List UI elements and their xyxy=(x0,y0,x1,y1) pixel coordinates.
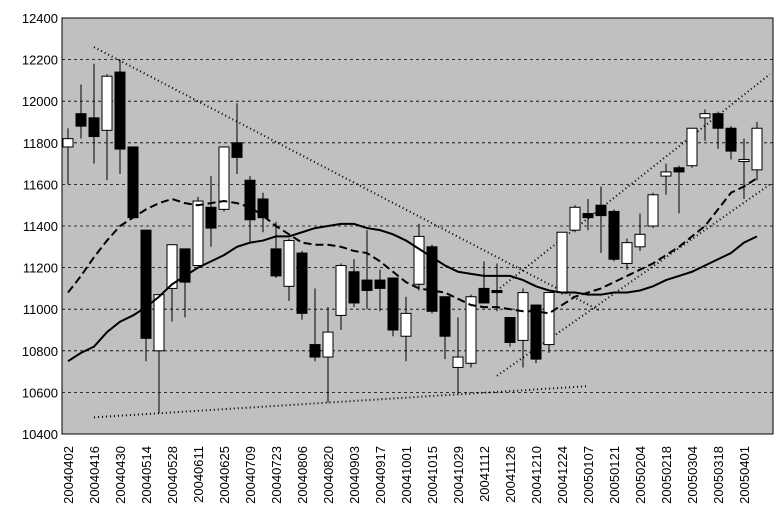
candle-body xyxy=(465,296,477,364)
candle-body xyxy=(166,244,178,289)
candle-body xyxy=(647,194,659,227)
candle-body xyxy=(660,171,672,177)
moving-average-line xyxy=(67,222,758,363)
candle-body xyxy=(205,206,217,229)
candle-body xyxy=(75,113,87,127)
candle-body xyxy=(595,204,607,217)
x-tick-label: 20040528 xyxy=(165,446,180,504)
x-tick-label: 20041224 xyxy=(555,446,570,504)
candle-body xyxy=(673,167,685,173)
candle-body xyxy=(738,158,750,163)
candle-body xyxy=(491,289,503,294)
x-tick-label: 20041126 xyxy=(503,446,518,503)
candle-body xyxy=(283,240,295,287)
x-tick-label: 20040514 xyxy=(139,446,154,504)
candle-body xyxy=(218,146,230,210)
candle-body xyxy=(751,127,763,171)
candle-body xyxy=(387,277,399,331)
candle-body xyxy=(257,198,269,219)
candle-body xyxy=(439,296,451,337)
candle-body xyxy=(608,210,620,260)
candle-body xyxy=(140,229,152,339)
candle-body xyxy=(309,344,321,358)
candle-body xyxy=(582,213,594,219)
candle-body xyxy=(348,271,360,304)
y-tick-label: 11400 xyxy=(23,219,58,234)
candle-body xyxy=(127,146,139,219)
y-tick-label: 12200 xyxy=(22,53,58,68)
y-tick-label: 10400 xyxy=(22,427,58,442)
candle-body xyxy=(88,117,100,138)
x-tick-label: 20040820 xyxy=(321,446,336,504)
candle-body xyxy=(699,113,711,119)
candle-body xyxy=(634,233,646,248)
x-tick-label: 20050204 xyxy=(633,446,648,504)
y-tick-label: 10800 xyxy=(22,344,58,359)
y-tick-label: 11000 xyxy=(23,302,58,317)
x-tick-label: 20041112 xyxy=(477,446,492,502)
candle-body xyxy=(621,242,633,264)
candle-body xyxy=(192,200,204,267)
x-tick-label: 20041001 xyxy=(399,446,414,504)
x-tick-label: 20040723 xyxy=(269,446,284,504)
candle-body xyxy=(179,248,191,283)
candle-body xyxy=(101,75,113,131)
x-tick-label: 20040430 xyxy=(113,446,128,504)
candle-body xyxy=(231,142,243,158)
x-tick-label: 20041029 xyxy=(451,446,466,504)
candle-body xyxy=(686,127,698,167)
candle-body xyxy=(153,294,165,352)
candle-body xyxy=(452,356,464,368)
x-tick-label: 20040611 xyxy=(191,446,206,503)
x-tick-label: 20041015 xyxy=(425,446,440,504)
candle-body xyxy=(400,312,412,337)
y-tick-label: 11800 xyxy=(23,136,58,151)
x-tick-label: 20050304 xyxy=(685,446,700,504)
y-tick-label: 11600 xyxy=(23,177,58,192)
x-tick-label: 20050401 xyxy=(737,446,752,504)
x-tick-label: 20050318 xyxy=(711,446,726,504)
moving-average-line xyxy=(67,177,758,315)
x-tick-label: 20040625 xyxy=(217,446,232,504)
candle-body xyxy=(426,246,438,312)
x-tick-label: 20040709 xyxy=(243,446,258,504)
candle-body xyxy=(478,287,490,304)
trend-line xyxy=(93,385,589,419)
candle-body xyxy=(114,71,126,150)
candle-body xyxy=(413,235,425,285)
candle-body xyxy=(556,231,568,294)
candle-body xyxy=(543,292,555,346)
candle-body xyxy=(361,279,373,291)
x-tick-label: 20040903 xyxy=(347,446,362,504)
candle-body xyxy=(244,179,256,221)
x-tick-label: 20040416 xyxy=(87,446,102,504)
candle-body xyxy=(712,113,724,129)
candle-body xyxy=(517,292,529,341)
candle-body xyxy=(322,331,334,358)
candle-body xyxy=(725,127,737,152)
x-tick-label: 20040806 xyxy=(295,446,310,504)
y-tick-label: 12400 xyxy=(22,11,58,26)
candle-body xyxy=(569,206,581,231)
candle-body xyxy=(335,265,347,316)
x-tick-label: 20050218 xyxy=(659,446,674,504)
x-tick-label: 20050107 xyxy=(581,446,596,504)
y-tick-label: 11200 xyxy=(23,261,58,276)
y-tick-label: 12000 xyxy=(22,94,58,109)
candle-body xyxy=(296,252,308,314)
candle-body xyxy=(504,317,516,343)
x-tick-label: 20050121 xyxy=(607,446,622,504)
candle-body xyxy=(62,138,74,148)
x-tick-label: 20040402 xyxy=(61,446,76,504)
candle-body xyxy=(374,279,386,289)
x-tick-label: 20041210 xyxy=(529,446,544,504)
trend-line xyxy=(93,46,602,313)
y-tick-label: 10600 xyxy=(22,385,58,400)
candle-body xyxy=(530,304,542,360)
candle-body xyxy=(270,248,282,277)
x-tick-label: 20040917 xyxy=(373,446,388,504)
